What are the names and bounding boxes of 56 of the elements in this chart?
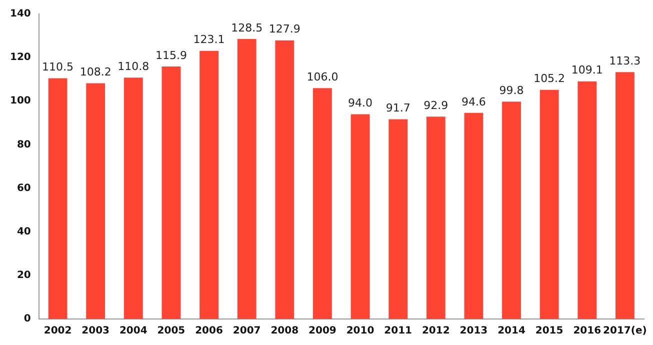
bar <box>162 66 181 319</box>
bar <box>200 50 218 319</box>
data-label: 127.9 <box>268 22 300 36</box>
x-tick-label: 2003 <box>82 326 110 337</box>
bar <box>275 40 294 319</box>
y-tick-label: 120 <box>10 52 31 64</box>
x-tick-label: 2002 <box>44 326 72 337</box>
data-label: 99.8 <box>499 84 524 97</box>
x-tick-label: 2016 <box>573 326 602 337</box>
y-tick-label: 0 <box>24 314 31 325</box>
x-tick-label: 2015 <box>535 326 564 337</box>
data-label: 91.7 <box>386 102 410 115</box>
data-label: 113.3 <box>609 54 641 68</box>
y-tick-label: 100 <box>10 96 31 107</box>
x-tick-label: 2011 <box>384 326 412 337</box>
data-label: 105.2 <box>534 72 566 86</box>
bar <box>426 116 446 319</box>
data-label: 92.9 <box>424 98 448 112</box>
data-label: 108.2 <box>80 66 112 79</box>
data-label: 128.5 <box>231 21 263 34</box>
y-tick-label: 140 <box>10 8 31 20</box>
bar <box>350 114 370 319</box>
data-label: 110.8 <box>118 60 150 73</box>
data-label: 110.5 <box>42 60 74 74</box>
bar <box>86 83 106 319</box>
data-label: 106.0 <box>306 70 338 84</box>
data-label: 94.6 <box>461 95 486 108</box>
x-tick-label: 2014 <box>498 326 526 337</box>
bar <box>540 90 559 319</box>
bar <box>615 72 634 319</box>
y-tick-label: 60 <box>16 182 31 194</box>
bar <box>502 102 521 319</box>
data-label: 94.0 <box>348 96 373 110</box>
y-tick-label: 80 <box>16 139 31 150</box>
x-tick-label: 2012 <box>422 326 450 337</box>
bar <box>313 88 332 319</box>
bar <box>388 119 408 319</box>
y-tick-label: 20 <box>16 270 31 282</box>
data-label: 115.9 <box>155 48 187 62</box>
x-tick-label: 2017(e) <box>603 326 647 337</box>
data-label: 109.1 <box>571 64 603 77</box>
x-tick-label: 2008 <box>270 326 299 337</box>
data-label: 123.1 <box>193 33 225 46</box>
x-tick-label: 2004 <box>119 326 148 337</box>
x-tick-label: 2006 <box>195 326 223 337</box>
bar <box>124 78 143 319</box>
bar <box>464 112 484 319</box>
x-tick-label: 2007 <box>232 326 261 337</box>
y-tick-label: 40 <box>16 226 31 238</box>
bar <box>578 81 597 319</box>
bar <box>48 78 68 319</box>
x-tick-label: 2010 <box>346 326 374 337</box>
x-tick-label: 2009 <box>308 326 336 337</box>
x-tick-label: 2005 <box>157 326 186 337</box>
x-tick-label: 2013 <box>460 326 488 337</box>
bar <box>237 39 256 319</box>
